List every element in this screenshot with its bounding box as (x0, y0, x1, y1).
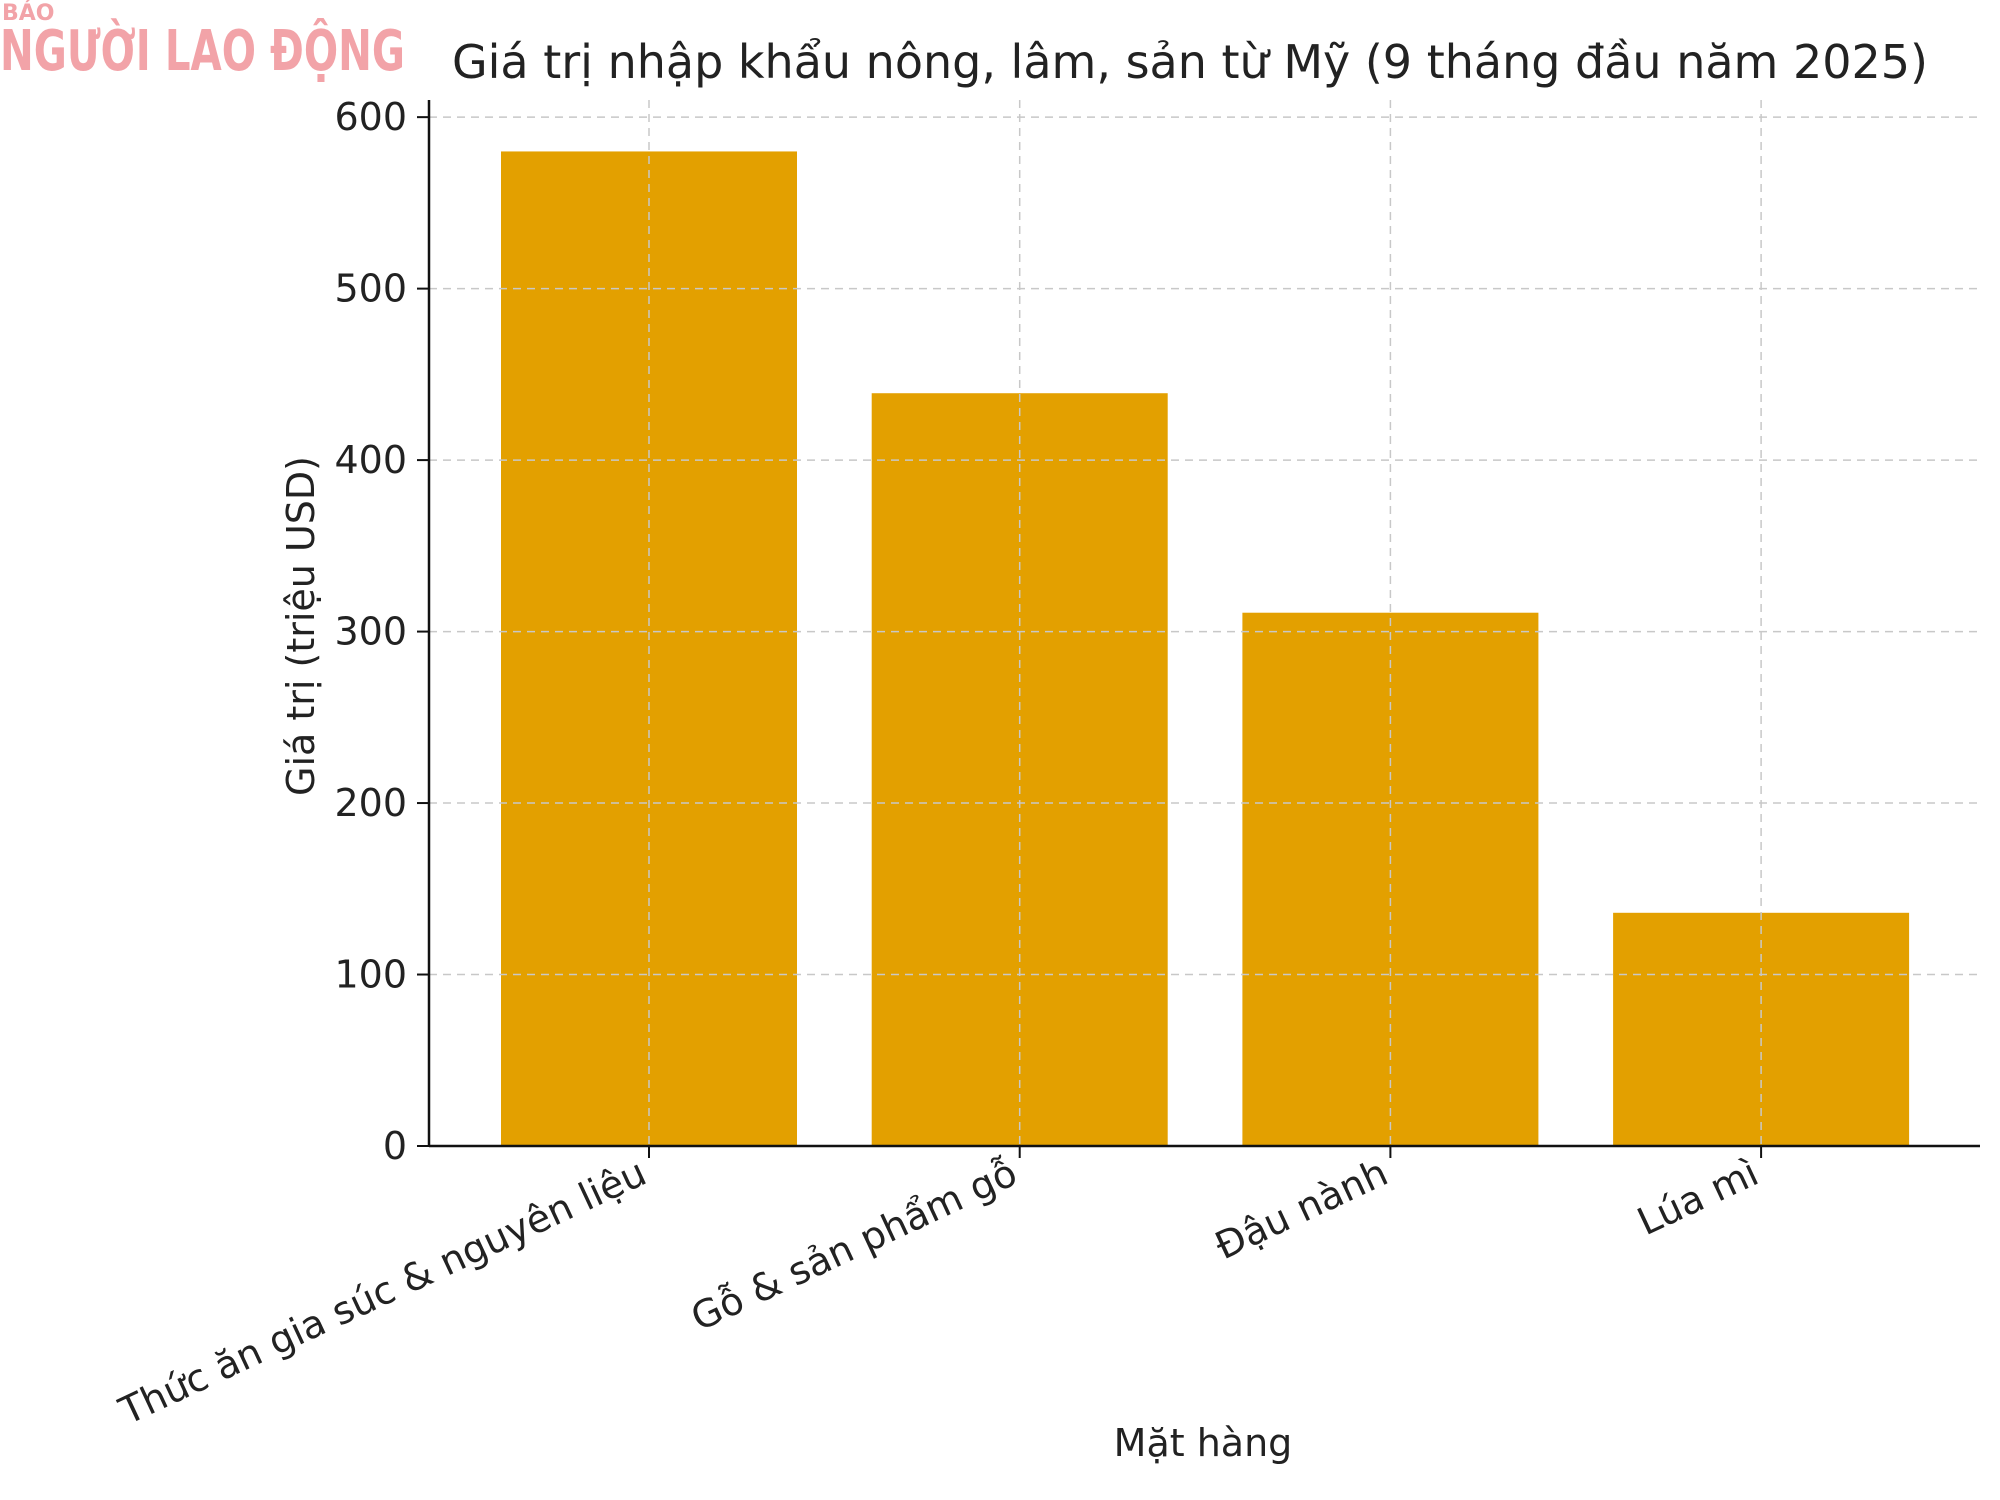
y-tick-label-0: 0 (383, 1124, 407, 1168)
y-axis-label: Giá trị (triệu USD) (279, 456, 323, 796)
y-tick-label-5: 500 (334, 267, 407, 311)
grid-lines (429, 100, 1980, 1147)
y-tick-label-4: 400 (334, 438, 407, 482)
logo-main-text: NGƯỜI LAO ĐỘNG (0, 19, 405, 84)
y-tick-label-6: 600 (334, 95, 407, 139)
bar-1 (871, 393, 1168, 1146)
newspaper-logo: BÁO NGƯỜI LAO ĐỘNG (0, 0, 405, 84)
logo-top-text: BÁO (2, 0, 55, 26)
x-tick-label-0: Thức ăn gia súc & nguyên liệu (112, 1150, 653, 1433)
y-tick-label-1: 100 (334, 953, 407, 997)
x-tick-label-1: Gỗ & sản phẩm gỗ (684, 1150, 1023, 1339)
chart-title: Giá trị nhập khẩu nông, lâm, sản từ Mỹ (… (452, 35, 1928, 89)
x-tick-labels: Thức ăn gia súc & nguyên liệu Gỗ & sản ph… (112, 1150, 1765, 1433)
y-tick-label-2: 200 (334, 781, 407, 825)
axes (417, 100, 1980, 1158)
x-tick-label-3: Lúa mì (1631, 1150, 1765, 1244)
y-tick-labels: 0 100 200 300 400 500 600 (334, 95, 407, 1168)
bars-group (501, 151, 1910, 1146)
x-tick-label-2: Đậu nành (1208, 1150, 1394, 1268)
x-axis-label: Mặt hàng (1114, 1421, 1293, 1465)
y-tick-label-3: 300 (334, 610, 407, 654)
